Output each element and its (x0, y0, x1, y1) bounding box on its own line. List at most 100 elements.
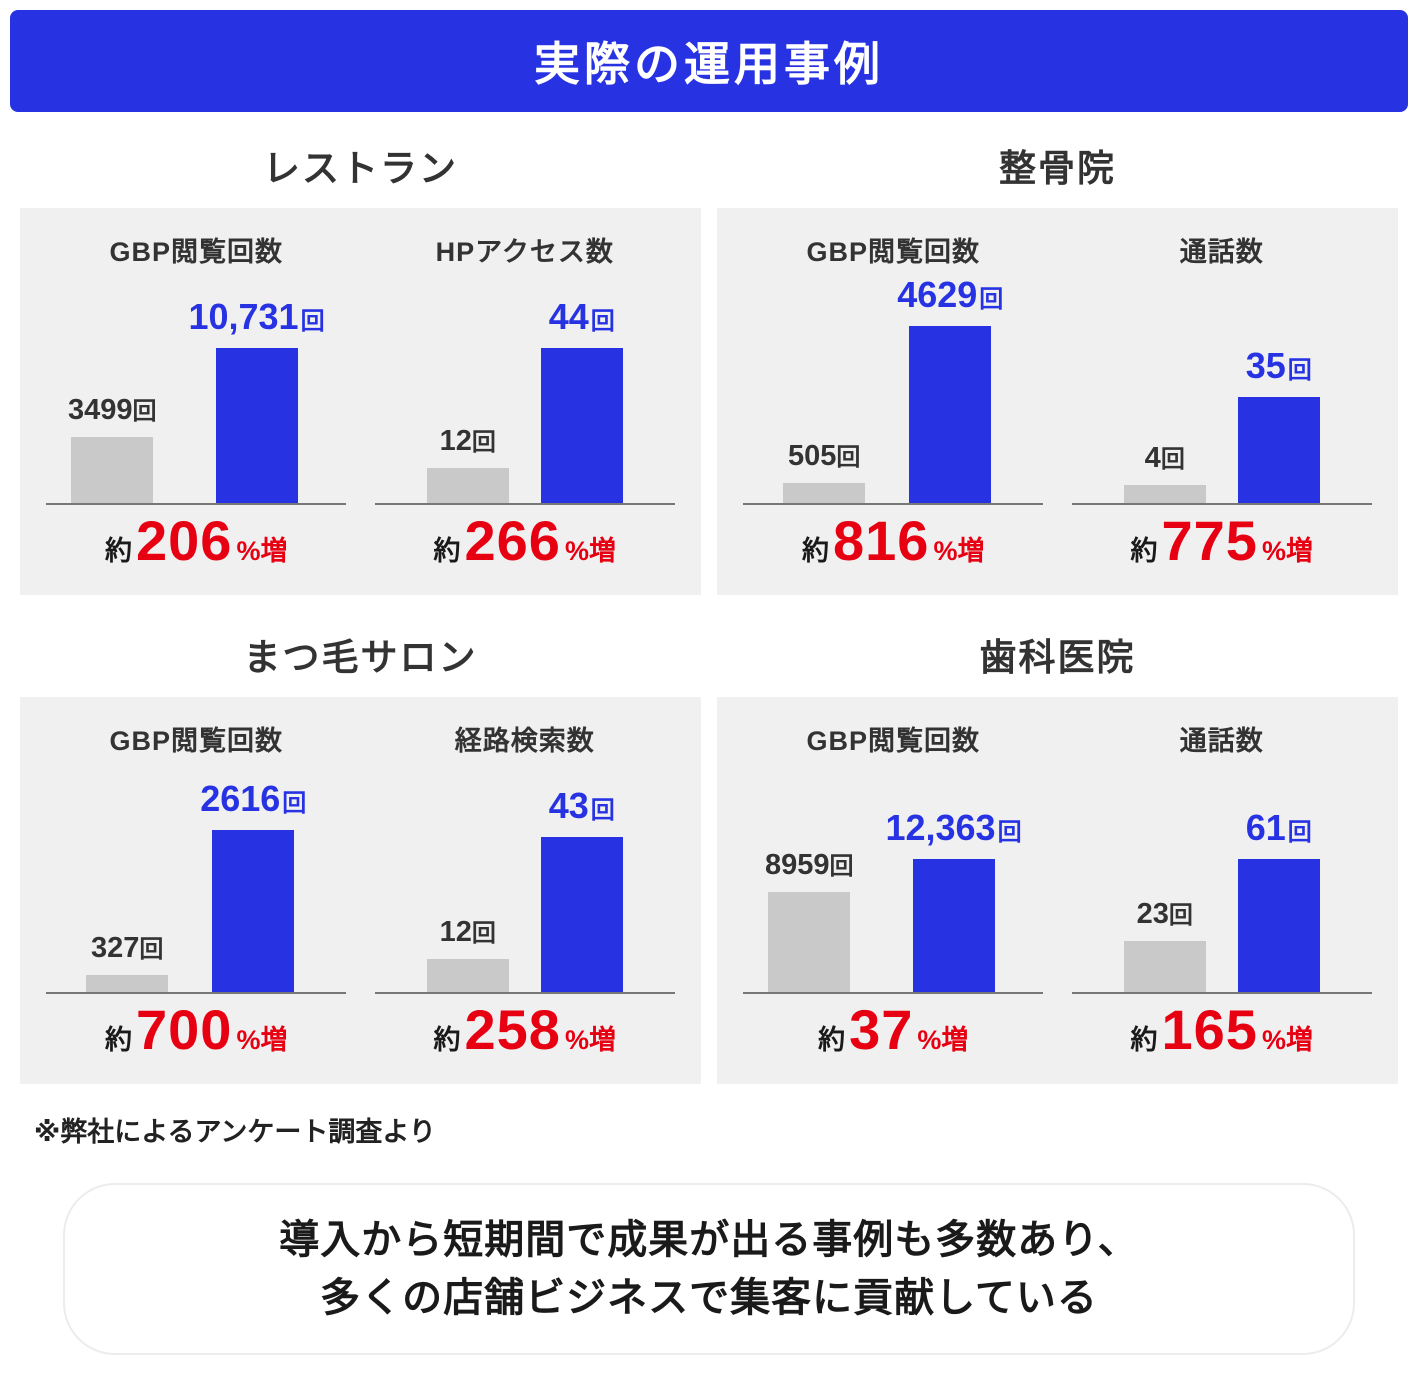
bars-area: 12回 43回 (375, 764, 675, 992)
summary-line-2: 多くの店舗ビジネスで集客に貢献している (320, 1276, 1098, 1320)
after-bar-group: 44回 (540, 296, 623, 503)
bar-chart-gbp-views: GBP閲覧回数 327回 2616回 約 700 %増 (46, 719, 347, 1058)
unit-label: 回 (300, 308, 325, 335)
case-title: 歯科医院 (979, 637, 1136, 678)
increase-percent: 37 (849, 998, 914, 1061)
after-value-label: 4629回 (897, 274, 1003, 316)
before-bar-group: 23回 (1123, 895, 1206, 992)
bar-chart-gbp-views: GBP閲覧回数 3499回 10,731回 約 206 %増 (46, 230, 347, 569)
survey-footnote: ※弊社によるアンケート調査より (34, 1117, 436, 1147)
before-value-label: 3499回 (68, 391, 157, 427)
case-dental-clinic: 歯科医院 GBP閲覧回数 8959回 12,363回 (717, 601, 1398, 1084)
bar-chart-hp-access: HPアクセス数 12回 44回 約 266 %増 (374, 230, 675, 572)
unit-label: 回 (997, 819, 1022, 846)
after-number: 44 (548, 296, 589, 337)
summary-line-1: 導入から短期間で成果が出る事例も多数あり、 (279, 1218, 1139, 1262)
unit-label: 回 (590, 797, 615, 824)
after-bar (1237, 859, 1320, 992)
axis-baseline (46, 503, 347, 505)
increase-label: 約 775 %増 (1131, 513, 1313, 569)
increase-label: 約 258 %増 (434, 1002, 616, 1058)
increase-prefix: 約 (1130, 1025, 1158, 1055)
before-number: 23 (1136, 898, 1169, 930)
bars-area: 3499回 10,731回 (46, 275, 346, 503)
after-number: 61 (1245, 807, 1286, 848)
case-osteopathic-clinic: 整骨院 GBP閲覧回数 505回 4629回 (717, 112, 1398, 595)
after-bar-group: 35回 (1237, 345, 1320, 503)
increase-prefix: 約 (1130, 536, 1158, 566)
axis-baseline (46, 992, 347, 994)
case-eyelash-salon: まつ毛サロン GBP閲覧回数 327回 2616回 (20, 601, 701, 1084)
bars-area: 505回 4629回 (743, 274, 1043, 503)
bar-chart-calls: 通話数 23回 61回 約 165 %増 (1071, 719, 1372, 1061)
bar-chart-calls: 通話数 4回 35回 約 775 %増 (1071, 230, 1372, 569)
after-bar-group: 12,363回 (885, 807, 1022, 992)
summary-box: 導入から短期間で成果が出る事例も多数あり、 多くの店舗ビジネスで集客に貢献してい… (63, 1183, 1355, 1355)
case-title: まつ毛サロン (243, 637, 478, 678)
after-number: 4629 (897, 274, 978, 315)
unit-label: 回 (132, 398, 157, 425)
axis-baseline (374, 992, 675, 994)
bars-area: 12回 44回 (375, 275, 675, 503)
axis-baseline (1071, 503, 1372, 505)
increase-suffix: %増 (1261, 536, 1313, 566)
axis-baseline (743, 503, 1044, 505)
increase-prefix: 約 (802, 536, 830, 566)
cases-grid: レストラン GBP閲覧回数 3499回 10,731回 (10, 112, 1408, 1084)
before-bar (768, 892, 851, 992)
before-value-label: 4回 (1145, 439, 1185, 475)
increase-percent: 165 (1161, 998, 1258, 1061)
before-value-label: 327回 (91, 929, 163, 965)
increase-percent: 266 (464, 509, 561, 572)
before-bar-group: 3499回 (68, 391, 157, 503)
metric-title: 経路検索数 (454, 726, 595, 756)
metric-title: GBP閲覧回数 (109, 726, 283, 756)
before-bar (426, 468, 509, 503)
unit-label: 回 (836, 444, 861, 471)
after-value-label: 43回 (549, 785, 615, 827)
before-number: 3499 (67, 394, 133, 426)
title-banner: 実際の運用事例 (10, 10, 1408, 112)
after-bar (540, 837, 623, 992)
case-panel: GBP閲覧回数 3499回 10,731回 約 206 %増 (20, 208, 701, 595)
increase-label: 約 206 %増 (105, 513, 287, 569)
after-bar (212, 830, 295, 992)
unit-label: 回 (590, 308, 615, 335)
before-value-label: 23回 (1137, 895, 1193, 931)
metric-title: HPアクセス数 (435, 237, 614, 267)
unit-label: 回 (829, 853, 854, 880)
case-panel: GBP閲覧回数 8959回 12,363回 約 37 %増 (717, 697, 1398, 1084)
after-value-label: 2616回 (200, 778, 306, 820)
case-title: 整骨院 (999, 148, 1116, 189)
before-bar (1123, 941, 1206, 992)
increase-percent: 775 (1161, 509, 1258, 572)
before-bar-group: 8959回 (764, 846, 854, 992)
before-number: 505 (788, 440, 837, 472)
axis-baseline (743, 992, 1044, 994)
before-number: 327 (91, 932, 140, 964)
after-bar-group: 43回 (540, 785, 623, 992)
before-bar (86, 975, 169, 992)
before-number: 8959 (764, 849, 830, 881)
increase-prefix: 約 (105, 536, 133, 566)
metric-title: 通話数 (1179, 726, 1264, 756)
after-bar (215, 348, 298, 503)
after-number: 2616 (200, 778, 281, 819)
before-value-label: 12回 (440, 913, 496, 949)
before-bar (783, 483, 866, 503)
increase-prefix: 約 (818, 1025, 846, 1055)
after-value-label: 35回 (1246, 345, 1312, 387)
increase-percent: 816 (833, 509, 930, 572)
unit-label: 回 (1287, 357, 1312, 384)
increase-prefix: 約 (433, 1025, 461, 1055)
unit-label: 回 (471, 429, 496, 456)
before-value-label: 12回 (440, 422, 496, 458)
after-number: 43 (548, 785, 589, 826)
increase-label: 約 816 %増 (802, 513, 984, 569)
before-bar (71, 437, 154, 503)
bar-chart-gbp-views: GBP閲覧回数 8959回 12,363回 約 37 %増 (743, 719, 1044, 1061)
before-number: 4 (1144, 442, 1161, 474)
unit-label: 回 (1160, 446, 1185, 473)
after-bar (912, 859, 995, 992)
